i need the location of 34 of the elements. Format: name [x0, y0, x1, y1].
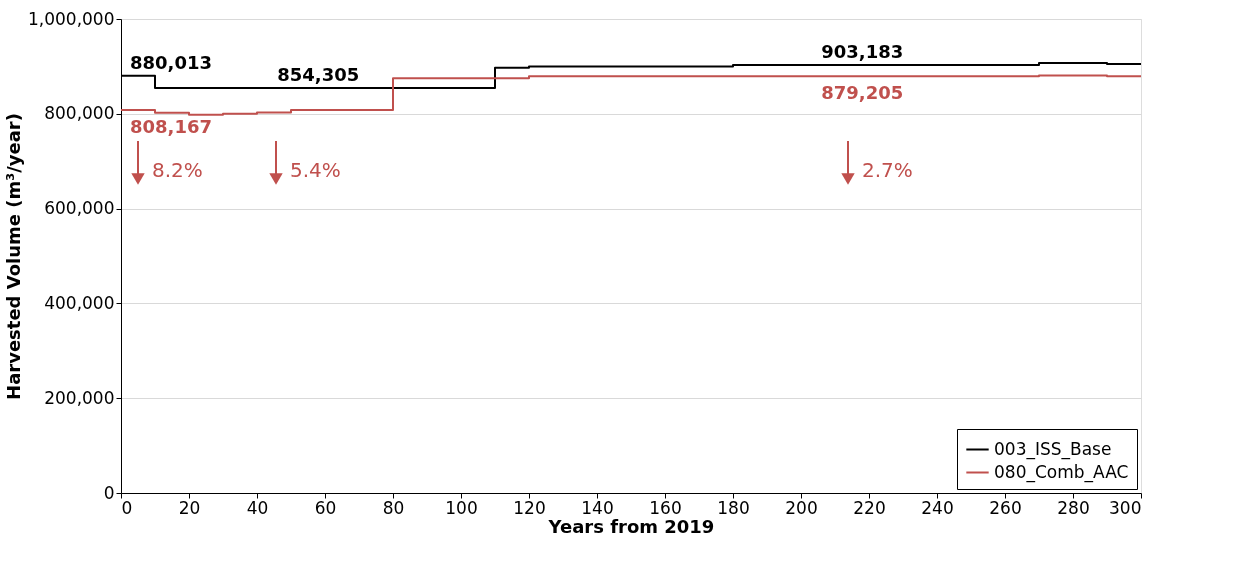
x-tick-label: 280 — [1057, 497, 1090, 518]
x-tick-label: 100 — [445, 497, 478, 518]
annotation: 903,183 — [821, 40, 904, 62]
x-tick-label: 260 — [989, 497, 1022, 518]
annotation: 2.7% — [862, 158, 913, 182]
x-tick-label: 240 — [921, 497, 954, 518]
x-tick-label: 200 — [785, 497, 818, 518]
x-tick-label: 300 — [1109, 497, 1142, 518]
x-tick-label: 0 — [121, 497, 133, 518]
legend-label: 003_ISS_Base — [994, 438, 1112, 460]
annotation: 808,167 — [130, 115, 212, 137]
annotation: 5.4% — [290, 158, 341, 182]
x-tick-label: 60 — [314, 497, 337, 518]
annotation: 879,205 — [821, 82, 904, 104]
x-tick-label: 20 — [178, 497, 201, 518]
x-tick-label: 120 — [513, 497, 546, 518]
y-tick-label: 800,000 — [44, 103, 115, 124]
x-axis-title: Years from 2019 — [547, 515, 715, 537]
x-tick-label: 180 — [717, 497, 750, 518]
y-tick-label: 600,000 — [44, 198, 115, 219]
y-tick-label: 0 — [103, 482, 115, 503]
x-tick-label: 160 — [649, 497, 682, 518]
y-tick-label: 200,000 — [44, 387, 115, 408]
y-tick-label: 400,000 — [44, 292, 115, 313]
y-tick-label: 1,000,000 — [27, 8, 115, 29]
y-axis-title: Harvested Volume (m³/year) — [2, 113, 24, 400]
x-tick-label: 220 — [853, 497, 886, 518]
annotation: 880,013 — [130, 51, 212, 73]
x-tick-label: 140 — [581, 497, 614, 518]
x-tick-label: 40 — [246, 497, 269, 518]
x-tick-label: 80 — [382, 497, 405, 518]
annotation: 854,305 — [277, 64, 360, 86]
legend-label: 080_Comb_AAC — [994, 461, 1129, 483]
annotation: 8.2% — [152, 158, 203, 182]
